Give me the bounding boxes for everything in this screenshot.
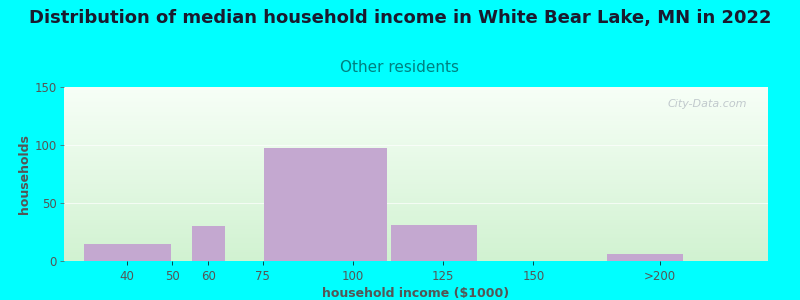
Bar [192, 226, 225, 261]
Bar [264, 148, 387, 261]
Bar [390, 225, 478, 261]
Bar [84, 244, 170, 261]
Text: Other residents: Other residents [341, 60, 459, 75]
Text: City-Data.com: City-Data.com [667, 99, 747, 109]
Text: Distribution of median household income in White Bear Lake, MN in 2022: Distribution of median household income … [29, 9, 771, 27]
X-axis label: household income ($1000): household income ($1000) [322, 287, 510, 300]
Bar [607, 254, 683, 261]
Y-axis label: households: households [18, 134, 30, 214]
